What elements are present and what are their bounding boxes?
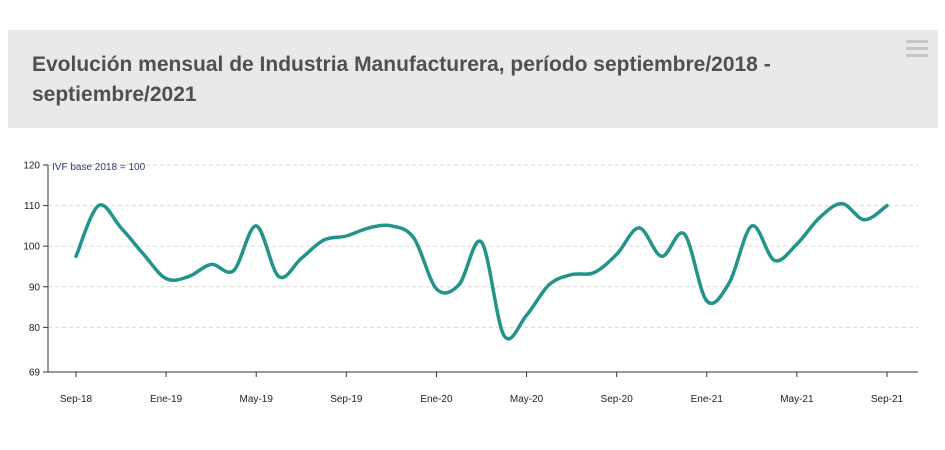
data-point[interactable]: [566, 269, 578, 281]
data-point[interactable]: [543, 279, 555, 291]
data-point[interactable]: [70, 250, 82, 262]
data-point[interactable]: [385, 220, 397, 232]
data-point[interactable]: [476, 236, 488, 248]
data-point[interactable]: [813, 212, 825, 224]
data-point[interactable]: [656, 250, 668, 262]
y-axis-unit-label: IVF base 2018 = 100: [52, 162, 146, 173]
y-tick-label: 100: [23, 242, 40, 253]
data-point[interactable]: [611, 248, 623, 260]
data-point[interactable]: [340, 230, 352, 242]
data-point[interactable]: [205, 258, 217, 270]
data-point[interactable]: [633, 222, 645, 234]
x-tick-label: Ene-19: [150, 394, 183, 405]
series-line: [74, 201, 889, 341]
data-point[interactable]: [791, 238, 803, 250]
data-point[interactable]: [498, 329, 510, 341]
x-tick-label: Sep-19: [330, 394, 363, 405]
data-point[interactable]: [273, 271, 285, 283]
y-tick-label: 90: [29, 282, 41, 293]
data-point[interactable]: [318, 234, 330, 246]
data-point[interactable]: [250, 220, 262, 232]
data-point[interactable]: [183, 271, 195, 283]
x-tick-label: Ene-20: [420, 394, 453, 405]
data-point[interactable]: [430, 283, 442, 295]
data-point[interactable]: [453, 279, 465, 291]
x-tick-label: Sep-18: [60, 394, 93, 405]
data-point[interactable]: [723, 277, 735, 289]
data-point[interactable]: [138, 248, 150, 260]
data-point[interactable]: [836, 198, 848, 210]
data-point[interactable]: [746, 220, 758, 232]
y-tick-label: 120: [23, 161, 40, 172]
x-tick-label: Sep-20: [601, 394, 634, 405]
data-point[interactable]: [160, 273, 172, 285]
data-point[interactable]: [678, 228, 690, 240]
data-point[interactable]: [701, 295, 713, 307]
data-point[interactable]: [363, 222, 375, 234]
y-tick-label: 110: [24, 201, 40, 212]
data-point[interactable]: [93, 200, 105, 212]
data-point[interactable]: [768, 254, 780, 266]
data-point[interactable]: [858, 214, 870, 226]
x-tick-label: May-19: [240, 394, 274, 405]
x-tick-label: May-21: [780, 394, 814, 405]
data-point[interactable]: [588, 267, 600, 279]
x-tick-label: Ene-21: [691, 394, 724, 405]
x-tick-label: May-20: [510, 394, 544, 405]
y-tick-label: 69: [29, 368, 41, 379]
data-point[interactable]: [408, 232, 420, 244]
chart-header: Evolución mensual de Industria Manufactu…: [8, 30, 938, 128]
hamburger-menu-icon[interactable]: [906, 40, 928, 58]
data-point[interactable]: [295, 252, 307, 264]
chart-title: Evolución mensual de Industria Manufactu…: [32, 53, 771, 106]
y-tick-label: 80: [29, 323, 41, 334]
data-point[interactable]: [115, 222, 127, 234]
data-point[interactable]: [881, 200, 893, 212]
data-point[interactable]: [228, 265, 240, 277]
x-tick-label: Sep-21: [871, 394, 904, 405]
data-point[interactable]: [521, 309, 533, 321]
